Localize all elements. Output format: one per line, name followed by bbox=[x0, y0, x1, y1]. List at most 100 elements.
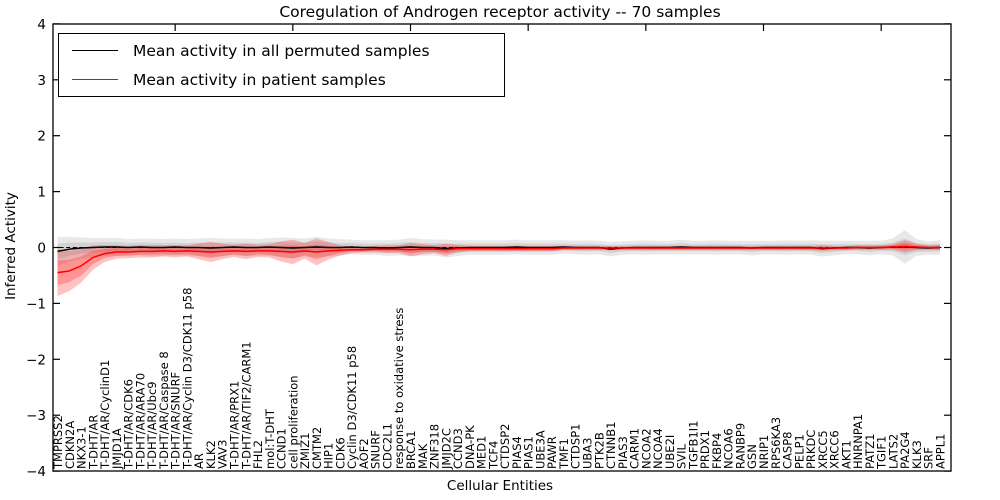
x-tick-label: TMPRSS2 bbox=[51, 415, 65, 470]
x-tick-label: FKBP4 bbox=[710, 433, 724, 469]
x-tick-label: PELP1 bbox=[792, 434, 806, 469]
x-tick-label: PIAS1 bbox=[522, 436, 536, 469]
x-tick-label: HIP1 bbox=[322, 443, 336, 469]
x-tick-label: Cyclin D3/CDK11 p58 bbox=[345, 346, 359, 469]
x-tick-label: CCND1 bbox=[275, 428, 289, 469]
x-tick-label: PIAS3 bbox=[616, 436, 630, 469]
band-outer-patient bbox=[57, 238, 940, 297]
x-tick-label: SVIL bbox=[675, 443, 689, 469]
x-tick-label: PRDX1 bbox=[698, 430, 712, 469]
x-tick-label: RANBP9 bbox=[733, 423, 747, 469]
x-tick-label: NCOA2 bbox=[639, 428, 653, 469]
x-tick-label: PRKDC bbox=[804, 430, 818, 469]
legend: Mean activity in all permuted samples Me… bbox=[58, 33, 505, 97]
x-tick-label: KLK2 bbox=[204, 440, 218, 469]
x-tick-label: T-DHT/AR/Ubc9 bbox=[145, 381, 159, 470]
x-tick-label: T-DHT/AR/ARA70 bbox=[133, 373, 147, 470]
x-tick-label: T-DHT/AR bbox=[86, 415, 100, 470]
x-tick-label: TGIF1 bbox=[875, 436, 889, 470]
x-tick-label: MED1 bbox=[475, 436, 489, 469]
x-tick-label: T-DHT/AR/Cyclin D3/CDK11 p58 bbox=[180, 288, 194, 470]
x-tick-label: NKX3-1 bbox=[75, 426, 89, 469]
x-tick-label: response to oxidative stress bbox=[392, 308, 406, 469]
x-tick-label: T-DHT/AR/Caspase 8 bbox=[157, 351, 171, 470]
x-tick-label: UBE2I bbox=[663, 435, 677, 469]
x-tick-label: RPS6KA3 bbox=[769, 417, 783, 469]
x-tick-label: AR bbox=[192, 453, 206, 469]
x-tick-label: JMJD1A bbox=[110, 428, 124, 470]
x-tick-label: T-DHT/AR/CDK6 bbox=[122, 379, 136, 470]
y-tick-label: −4 bbox=[26, 464, 46, 480]
legend-row-permuted: Mean activity in all permuted samples bbox=[59, 40, 504, 62]
y-tick-label: −3 bbox=[26, 408, 46, 424]
x-tick-label: CCND3 bbox=[451, 428, 465, 469]
x-tick-label: NCOA4 bbox=[651, 428, 665, 469]
y-tick-label: −2 bbox=[26, 352, 46, 368]
chart-title: Coregulation of Androgen receptor activi… bbox=[279, 3, 721, 21]
plot-frame bbox=[52, 23, 952, 472]
x-tick-label: T-DHT/AR/TIF2/CARM1 bbox=[239, 341, 253, 470]
x-tick-label: cell proliferation bbox=[286, 375, 300, 469]
x-tick-label: XRCC5 bbox=[816, 430, 830, 469]
band-inner-patient bbox=[57, 243, 940, 285]
x-tick-label: NCOA6 bbox=[722, 428, 736, 469]
x-tick-label: MAK bbox=[416, 443, 430, 469]
mean-line-patient bbox=[57, 245, 940, 274]
x-tick-label: TGFB1I1 bbox=[686, 421, 700, 470]
y-tick-label: −1 bbox=[26, 296, 46, 312]
x-tick-label: CDK6 bbox=[333, 437, 347, 469]
x-tick-label: CDKN2A bbox=[63, 421, 77, 469]
x-tick-label: T-DHT/AR/CyclinD1 bbox=[98, 360, 112, 470]
x-tick-label: ZMIZ1 bbox=[298, 433, 312, 469]
x-tick-label: LATS2 bbox=[886, 434, 900, 469]
x-tick-label: TMF1 bbox=[557, 438, 571, 470]
x-tick-label: ZNF318 bbox=[428, 424, 442, 469]
x-tick-label: PAWR bbox=[545, 436, 559, 469]
legend-line-black bbox=[72, 50, 118, 51]
y-tick-label: 4 bbox=[37, 17, 46, 33]
x-tick-label: GSN bbox=[745, 444, 759, 469]
x-tick-label: CARM1 bbox=[628, 428, 642, 469]
x-tick-label: T-DHT/AR/PRX1 bbox=[228, 381, 242, 470]
y-tick-label: 3 bbox=[37, 73, 46, 89]
x-tick-label: mol:T-DHT bbox=[263, 408, 277, 469]
x-tick-label: XRCC6 bbox=[828, 430, 842, 469]
x-tick-label: CTDSP1 bbox=[569, 424, 583, 469]
x-tick-label: NRIP1 bbox=[757, 435, 771, 469]
legend-label-permuted: Mean activity in all permuted samples bbox=[133, 41, 430, 60]
x-tick-label: PATZ1 bbox=[863, 434, 877, 469]
legend-label-patient: Mean activity in patient samples bbox=[133, 70, 386, 89]
y-tick-label: 2 bbox=[37, 129, 46, 145]
x-tick-label: UBE3A bbox=[533, 430, 547, 469]
x-tick-label: CASP8 bbox=[781, 432, 795, 469]
x-tick-label: APPL1 bbox=[934, 434, 948, 469]
x-tick-label: PIAS4 bbox=[510, 436, 524, 469]
x-tick-label: TCF4 bbox=[486, 441, 500, 470]
x-tick-label: JMJD2C bbox=[439, 428, 453, 470]
x-tick-label: CTDSP2 bbox=[498, 424, 512, 469]
x-tick-label: FHL2 bbox=[251, 440, 265, 469]
x-tick-label: SNURF bbox=[369, 430, 383, 469]
y-tick-label: 1 bbox=[37, 185, 46, 201]
x-tick-label: HNRNPA1 bbox=[851, 414, 865, 469]
x-tick-label: CTNNB1 bbox=[604, 422, 618, 469]
x-tick-label: PTK2B bbox=[592, 432, 606, 469]
x-tick-label: CMTM2 bbox=[310, 427, 324, 469]
legend-line-red bbox=[72, 79, 118, 80]
x-tick-label: DNA-PK bbox=[463, 425, 477, 469]
x-tick-label: AKT1 bbox=[839, 440, 853, 469]
legend-row-patient: Mean activity in patient samples bbox=[59, 69, 504, 91]
x-tick-label: PA2G4 bbox=[898, 431, 912, 469]
x-tick-label: KLK3 bbox=[910, 440, 924, 469]
y-axis-label: Inferred Activity bbox=[3, 192, 19, 300]
x-axis-label: Cellular Entities bbox=[446, 478, 554, 494]
x-tick-label: SRF bbox=[922, 447, 936, 469]
x-tick-label: T-DHT/AR/SNURF bbox=[169, 372, 183, 470]
x-tick-label: VAV3 bbox=[216, 440, 230, 469]
x-tick-label: BRCA1 bbox=[404, 430, 418, 469]
x-tick-label: AOF2 bbox=[357, 438, 371, 469]
x-tick-label: CDC2L1 bbox=[380, 423, 394, 469]
x-tick-label: UBA3 bbox=[581, 438, 595, 470]
